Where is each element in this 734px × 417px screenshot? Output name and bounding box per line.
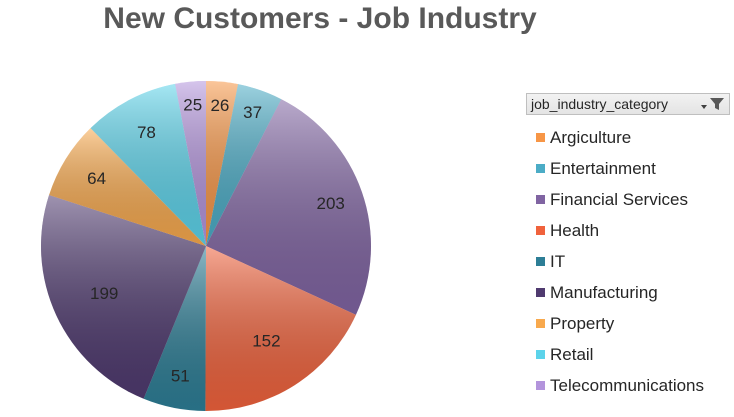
data-label-manufacturing: 199	[90, 284, 118, 303]
pie-data-labels: 26 37 203 152 51 199 64 78 25	[87, 96, 345, 386]
legend-label: IT	[550, 251, 566, 271]
legend-swatch	[536, 319, 545, 328]
legend-swatch	[536, 226, 545, 235]
legend-field-header[interactable]: job_industry_category	[526, 93, 730, 115]
chart-title: New Customers - Job Industry	[103, 2, 537, 35]
legend-label: Argiculture	[550, 127, 632, 147]
legend-swatch	[536, 164, 545, 173]
data-label-health: 152	[252, 332, 280, 351]
filter-icon	[710, 98, 724, 110]
legend-item-manufacturing[interactable]: Manufacturing	[536, 277, 734, 308]
data-label-retail: 78	[137, 123, 156, 142]
legend: job_industry_category Argiculture Enterta…	[526, 93, 734, 401]
legend-label: Retail	[550, 344, 594, 364]
legend-swatch	[536, 133, 545, 142]
legend-swatch	[536, 288, 545, 297]
legend-items: Argiculture Entertainment Financial Servic…	[526, 122, 734, 401]
legend-field-label: job_industry_category	[531, 96, 668, 112]
chevron-down-icon	[701, 105, 707, 109]
filter-dropdown-button[interactable]	[701, 94, 725, 114]
data-label-entertainment: 37	[243, 103, 262, 122]
legend-swatch	[536, 350, 545, 359]
legend-label: Telecommunications	[550, 375, 705, 395]
legend-item-it[interactable]: IT	[536, 246, 734, 277]
legend-item-property[interactable]: Property	[536, 308, 734, 339]
legend-item-argiculture[interactable]: Argiculture	[536, 122, 734, 153]
legend-swatch	[536, 257, 545, 266]
pie-slices	[41, 81, 371, 412]
data-label-argiculture: 26	[210, 96, 229, 115]
legend-label: Manufacturing	[550, 282, 658, 302]
legend-label: Entertainment	[550, 158, 656, 178]
data-label-it: 51	[171, 367, 190, 386]
data-label-telecommunications: 25	[183, 96, 202, 115]
legend-item-financial-services[interactable]: Financial Services	[536, 184, 734, 215]
data-label-financial-services: 203	[317, 194, 345, 213]
legend-item-entertainment[interactable]: Entertainment	[536, 153, 734, 184]
legend-item-telecommunications[interactable]: Telecommunications	[536, 370, 734, 401]
legend-item-retail[interactable]: Retail	[536, 339, 734, 370]
legend-swatch	[536, 195, 545, 204]
data-label-property: 64	[87, 169, 106, 188]
legend-label: Health	[550, 220, 600, 240]
legend-swatch	[536, 381, 545, 390]
legend-label: Property	[550, 313, 615, 333]
legend-label: Financial Services	[550, 189, 688, 209]
legend-item-health[interactable]: Health	[536, 215, 734, 246]
